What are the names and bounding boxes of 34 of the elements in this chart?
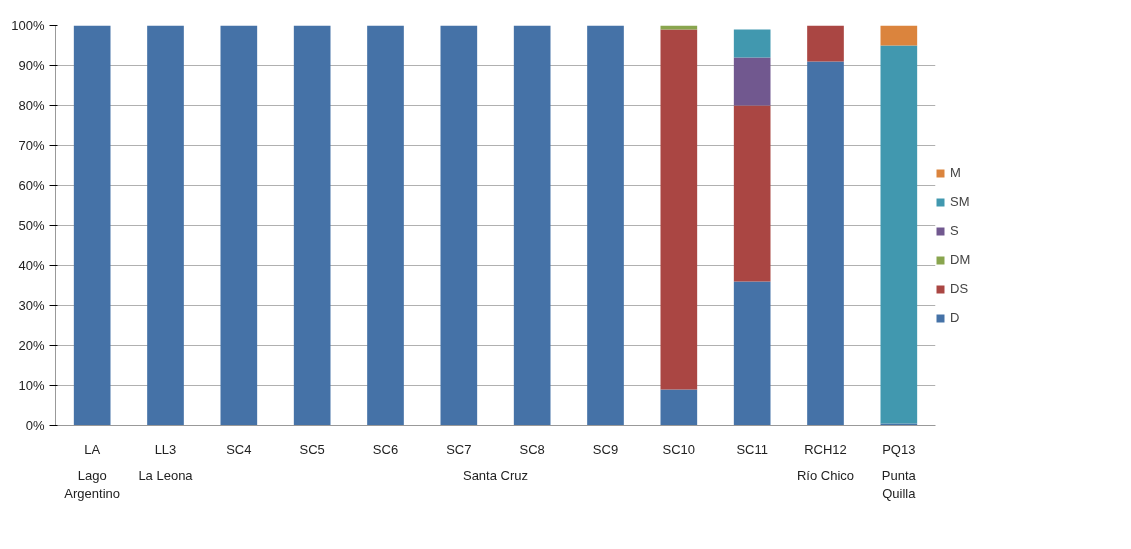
y-tick-label: 40% <box>18 258 45 273</box>
y-tick-label: 50% <box>18 218 45 233</box>
y-tick-label: 30% <box>18 298 45 313</box>
x-tick-label: PQ13 <box>882 441 916 457</box>
x-tick-label: SC6 <box>372 441 399 457</box>
legend-label: D <box>950 310 961 325</box>
legend-label: DM <box>950 252 971 267</box>
y-tick-label: 60% <box>18 178 45 193</box>
x-tick-label: SC7 <box>446 441 472 457</box>
y-tick-label: 20% <box>18 338 45 353</box>
y-tick-label: 10% <box>18 378 45 393</box>
legend-label: S <box>950 223 960 238</box>
x-tick-label: LL3 <box>154 441 177 457</box>
text: Santa Cruz <box>462 467 529 483</box>
y-tick-label: 70% <box>18 138 45 153</box>
x-tick-label: SC4 <box>226 441 252 457</box>
x-tick-label: SC5 <box>299 441 325 457</box>
x-tick-label: SC11 <box>736 441 768 457</box>
y-tick-label: 100% <box>11 18 45 33</box>
text: La Leona <box>138 467 194 483</box>
text: Punta Quilla <box>881 467 917 501</box>
x-tick-label: SC10 <box>662 441 696 457</box>
x-tick-label: RCH12 <box>804 441 847 457</box>
legend-label: DS <box>950 281 970 296</box>
y-tick-label: 90% <box>18 58 45 73</box>
x-tick-label: SC8 <box>519 441 545 457</box>
legend-label: SM <box>950 194 970 209</box>
y-tick-label: 0% <box>25 418 45 433</box>
y-tick-label: 80% <box>18 98 45 113</box>
legend-label: M <box>950 165 962 180</box>
x-tick-label: LA <box>84 441 101 457</box>
text: Lago Argentino <box>64 467 120 501</box>
text: Río Chico <box>796 467 855 483</box>
x-tick-label: SC9 <box>592 441 619 457</box>
